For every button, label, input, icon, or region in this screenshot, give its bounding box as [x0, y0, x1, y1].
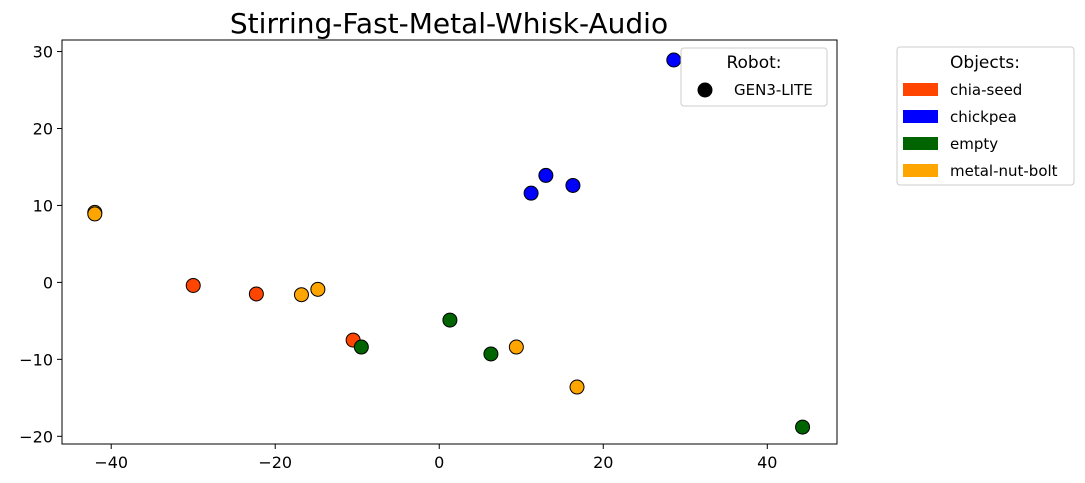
data-point-chickpea [538, 167, 554, 183]
y-tick-label: 10 [33, 196, 53, 215]
objects-legend-title: Objects: [950, 53, 1020, 73]
x-tick-label: 0 [434, 453, 444, 472]
chart-title: Stirring-Fast-Metal-Whisk-Audio [230, 7, 668, 40]
data-point-chickpea [565, 177, 581, 193]
data-point-empty [353, 339, 369, 355]
data-point-empty [442, 312, 458, 328]
data-point-empty [483, 346, 499, 362]
y-tick-label: 30 [33, 43, 53, 62]
robot-legend-title: Robot: [726, 53, 781, 73]
y-tick-label: −10 [19, 350, 53, 369]
data-points [87, 52, 811, 435]
objects-legend-label: chia-seed [950, 81, 1022, 99]
y-tick-label: −20 [19, 427, 53, 446]
data-point-metal-nut-bolt [87, 206, 103, 222]
data-point-metal-nut-bolt [293, 287, 309, 303]
robot-legend-frame [680, 47, 828, 107]
robot-legend-label: GEN3-LITE [734, 81, 813, 99]
x-tick-label: −40 [94, 453, 128, 472]
y-axis: −20 −10 0 10 20 30 [19, 43, 62, 446]
objects-legend: Objects: chia-seed chickpea empty metal-nut… [896, 46, 1075, 186]
data-point-chia-seed [248, 286, 264, 302]
x-tick-label: −20 [258, 453, 292, 472]
data-point-metal-nut-bolt [569, 379, 585, 395]
objects-legend-label: empty [950, 135, 998, 153]
robot-legend: Robot: GEN3-LITE [680, 47, 828, 107]
data-point-chickpea [523, 185, 539, 201]
x-tick-label: 40 [757, 453, 777, 472]
objects-legend-swatch [903, 83, 938, 96]
objects-legend-swatch [903, 137, 938, 150]
data-point-chickpea [666, 52, 682, 68]
data-point-metal-nut-bolt [310, 281, 326, 297]
objects-legend-label: metal-nut-bolt [950, 162, 1058, 180]
data-point-metal-nut-bolt [508, 339, 524, 355]
robot-legend-marker [697, 82, 713, 98]
data-point-empty [795, 419, 811, 435]
y-tick-label: 0 [43, 273, 53, 292]
objects-legend-label: chickpea [950, 108, 1017, 126]
plot-area [61, 39, 838, 445]
objects-legend-swatch [903, 110, 938, 123]
objects-legend-frame [896, 46, 1075, 186]
y-tick-label: 20 [33, 119, 53, 138]
x-axis: −40 −20 0 20 40 [94, 444, 777, 472]
data-point-chia-seed [185, 277, 201, 293]
objects-legend-swatch [903, 164, 938, 177]
x-tick-label: 20 [593, 453, 613, 472]
